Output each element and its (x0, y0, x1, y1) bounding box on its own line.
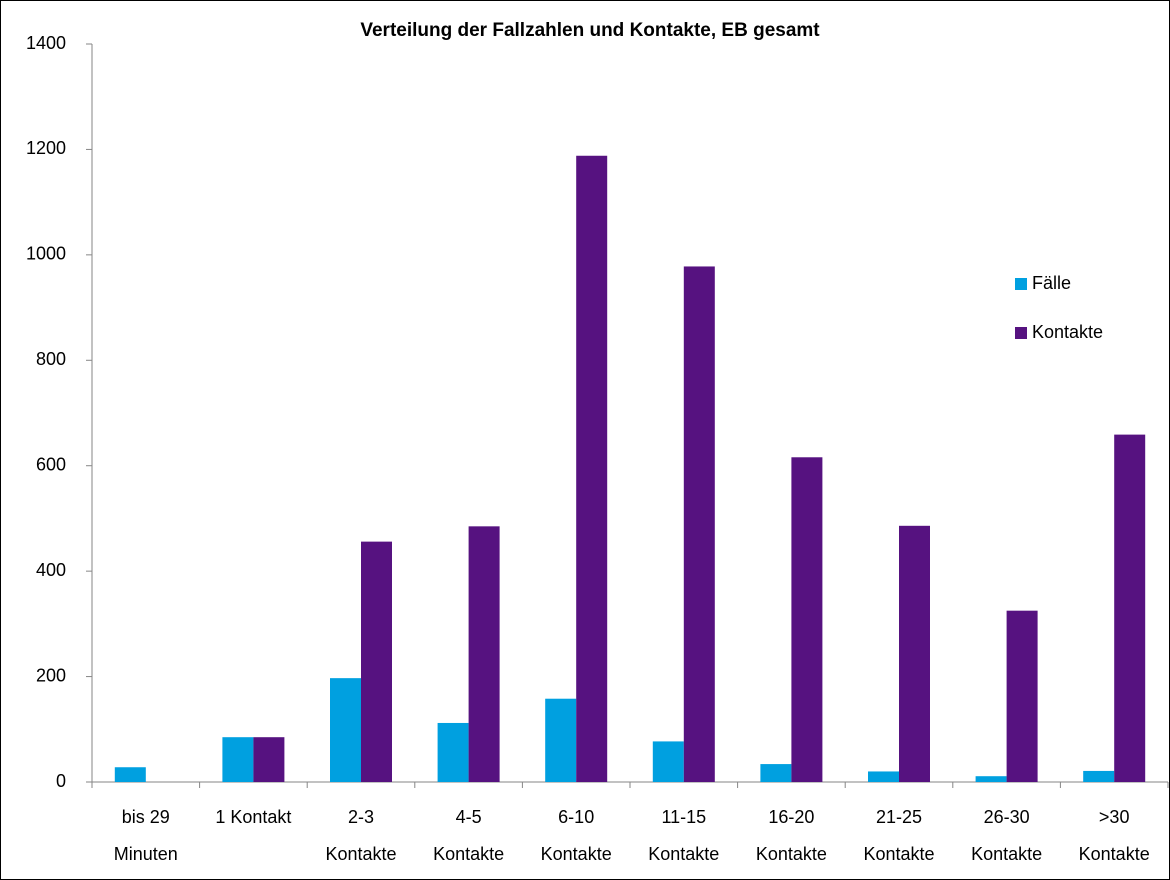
bar (253, 737, 285, 782)
y-tick-label: 200 (36, 665, 66, 685)
bar (1083, 770, 1115, 782)
x-tick-label: 11-15 (661, 807, 706, 827)
bar (683, 266, 715, 782)
y-tick-label: 0 (56, 771, 66, 791)
x-tick-label: 6-10 (558, 807, 594, 827)
bar (330, 678, 361, 782)
chart-title: Verteilung der Fallzahlen und Kontakte, … (360, 20, 820, 41)
bar (1006, 610, 1038, 782)
x-tick-label: Kontakte (971, 844, 1042, 864)
y-tick-label: 1000 (26, 244, 66, 264)
bar (468, 526, 500, 782)
x-tick-label: 26-30 (984, 807, 1030, 827)
x-tick-label: Kontakte (433, 844, 504, 864)
x-tick-label: Minuten (114, 844, 178, 864)
x-tick-label: Kontakte (541, 844, 612, 864)
legend-label: Fälle (1032, 273, 1071, 293)
bar (1114, 434, 1146, 782)
y-tick-label: 600 (36, 454, 66, 474)
bar (222, 737, 254, 782)
x-tick-label: 16-20 (768, 807, 814, 827)
bar (437, 722, 469, 782)
x-tick-label: >30 (1099, 807, 1130, 827)
x-tick-label: Kontakte (863, 844, 934, 864)
y-tick-label: 1400 (26, 33, 66, 53)
y-tick-label: 800 (36, 349, 66, 369)
bar (868, 771, 899, 782)
x-tick-label: 4-5 (456, 807, 482, 827)
bar (899, 525, 930, 782)
legend-label: Kontakte (1032, 322, 1103, 342)
y-tick-label: 400 (36, 560, 66, 580)
bar (791, 457, 823, 782)
bar (760, 764, 792, 782)
bar (361, 541, 392, 782)
x-tick-label: 21-25 (876, 807, 922, 827)
legend-swatch (1015, 278, 1027, 290)
x-tick-label: Kontakte (756, 844, 827, 864)
x-tick-label: Kontakte (325, 844, 396, 864)
bar (545, 698, 577, 782)
bar (114, 767, 146, 782)
x-tick-label: Kontakte (648, 844, 719, 864)
x-tick-label: 1 Kontakt (215, 807, 291, 827)
x-tick-label: 2-3 (348, 807, 374, 827)
y-tick-label: 1200 (26, 138, 66, 158)
bar (576, 155, 608, 783)
x-tick-label: bis 29 (122, 807, 170, 827)
legend-swatch (1015, 327, 1027, 339)
bar (975, 776, 1007, 782)
bar (652, 741, 684, 782)
x-tick-label: Kontakte (1079, 844, 1150, 864)
